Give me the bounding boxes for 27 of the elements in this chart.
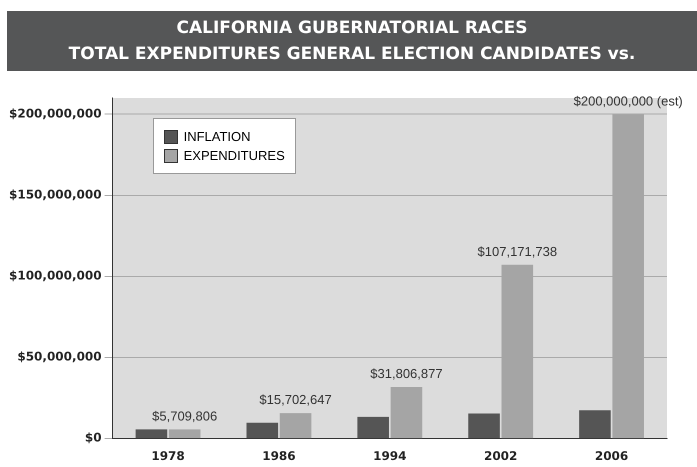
- data-label: $15,702,647: [259, 392, 332, 408]
- bar: [136, 429, 168, 438]
- bar: [357, 416, 389, 438]
- y-tick-label: $100,000,000: [8, 268, 102, 283]
- data-label: $107,171,738: [478, 244, 558, 259]
- bar: [168, 429, 200, 438]
- legend-label: INFLATION: [184, 129, 251, 144]
- data-label: $31,806,877: [370, 366, 443, 382]
- chart-title: CALIFORNIA GUBERNATORIAL RACES: [175, 17, 528, 40]
- bar: [579, 410, 611, 438]
- x-tick-label: 1986: [262, 448, 296, 463]
- y-tick-label: $200,000,000: [8, 106, 102, 120]
- x-tick-label: 2006: [594, 448, 628, 463]
- data-label: $200,000,000 (est): [574, 93, 683, 108]
- x-tick-label: 2002: [484, 448, 518, 463]
- legend-label: EXPENDITURES: [184, 148, 285, 163]
- bar: [390, 387, 422, 438]
- bar: [280, 413, 312, 438]
- chart-subtitle: TOTAL EXPENDITURES GENERAL ELECTION CANDIDATES vs.: [68, 43, 636, 66]
- y-tick-label: $50,000,000: [17, 350, 102, 364]
- x-tick-label: 1978: [151, 448, 185, 463]
- x-tick-label: 1994: [373, 448, 407, 463]
- y-tick-label: $0: [84, 430, 102, 445]
- bar: [468, 413, 500, 438]
- bar: [246, 422, 278, 438]
- data-label: $5,709,806: [152, 408, 218, 424]
- y-tick-label: $150,000,000: [8, 187, 102, 202]
